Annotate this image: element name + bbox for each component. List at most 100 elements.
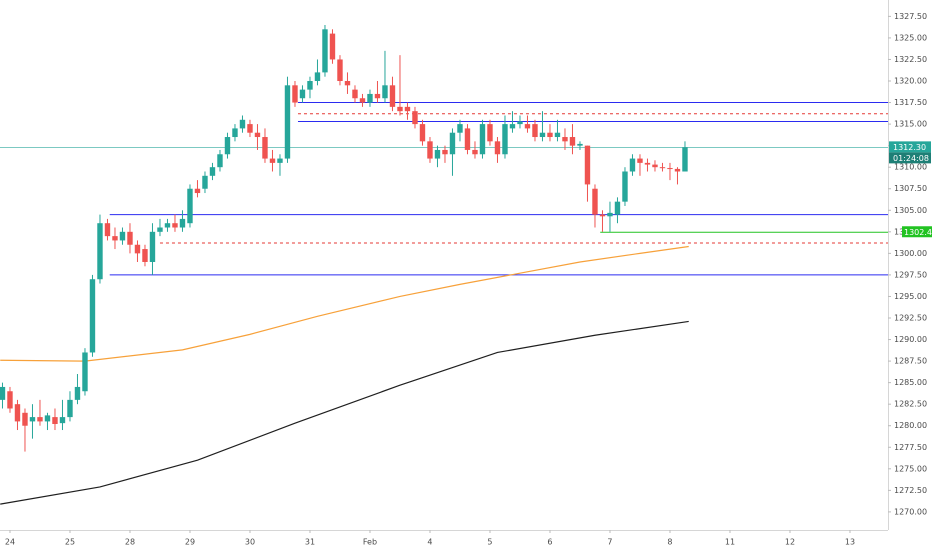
x-tick-label: 25 [65,538,75,547]
marker-label: 1302.45 [904,228,932,237]
candle-body [277,158,283,163]
candle-body [209,167,216,176]
x-tick-label: 13 [845,538,855,547]
y-tick-label: 1292.50 [894,314,927,323]
y-tick-label: 1297.50 [894,270,927,279]
y-tick-label: 1325.00 [894,33,927,42]
x-tick-label: Feb [363,538,377,547]
candle-body [652,164,658,168]
candle-body [674,168,681,172]
candle-body [299,89,306,99]
candle-body [104,223,111,237]
x-tick-label: 31 [305,538,315,547]
candle-body [202,175,208,189]
y-tick-label: 1310.00 [894,163,927,172]
x-tick-label: 11 [725,538,735,547]
x-tick-label: 12 [785,538,795,547]
candle-body [247,124,253,133]
candle-body [224,137,231,155]
candle-body [344,81,351,86]
candle-body [239,119,246,129]
y-tick-label: 1272.50 [894,486,927,495]
candle-body [67,399,73,418]
candle-body [307,81,313,90]
x-tick-label: 7 [607,538,612,547]
candle-body [322,29,328,73]
candle-body [149,231,156,262]
candle-body [592,188,598,215]
x-tick-label: 24 [5,538,15,547]
candle-body [584,145,591,185]
candle-body [337,59,343,82]
countdown-tag [889,152,931,164]
candle-body [179,218,186,228]
candle-body [397,106,403,112]
candle-body [74,386,81,400]
candle-body [487,124,493,142]
candle-body [412,111,418,125]
candle-body [517,121,523,125]
x-tick-label: 8 [667,538,672,547]
candle-body [629,158,636,172]
last-price-tag [889,141,931,153]
y-tick-label: 1287.50 [894,357,927,366]
candle-body [292,85,298,103]
candle-body [14,404,21,422]
candle-body [434,149,441,159]
y-tick-label: 1315.00 [894,120,927,129]
candle-body [644,162,651,165]
y-tick-label: 1300.00 [894,249,927,258]
y-tick-label: 1290.00 [894,335,927,344]
candle-body [329,33,336,60]
candle-body [599,214,606,217]
candle-body [217,154,223,168]
candle-body [142,249,148,262]
candle-body [269,158,276,163]
candle-body [194,188,201,194]
moving-average [0,320,689,505]
candle-body [164,223,171,228]
candle-body [254,132,261,138]
candle-body [562,137,568,142]
candle-body [232,128,238,138]
y-tick-label: 1320.00 [894,77,927,86]
candle-body [637,158,643,163]
candle-body [119,231,126,241]
candle-body [374,93,381,99]
x-tick-label: 6 [547,538,552,547]
candle-body [97,223,103,280]
candle-body [479,124,486,155]
candle-body [614,201,621,215]
candle-body [112,236,118,241]
candle-body [284,85,291,159]
candle-body [187,188,193,224]
y-tick-label: 1322.50 [894,55,927,64]
candle-body [547,132,553,138]
candle-body [22,412,28,426]
candle-body [52,417,58,424]
x-tick-label: 29 [185,538,195,547]
candle-body [502,124,508,155]
y-tick-label: 1317.50 [894,98,927,107]
candle-body [29,417,36,422]
candle-body [682,147,688,172]
candle-body [419,124,426,142]
candle-body [0,386,6,400]
candle-body [472,149,478,155]
candle-body [82,352,88,392]
candle-body [127,231,133,245]
candle-body [89,279,96,353]
candle-body [359,98,366,103]
candle-body [314,72,321,82]
candle-body [622,171,628,202]
countdown-label: 01:24:08 [893,154,929,163]
candle-body [157,227,163,232]
y-tick-label: 1327.50 [894,12,927,21]
y-tick-label: 1275.00 [894,464,927,473]
candle-body [524,124,531,129]
candle-body [449,132,456,155]
candle-body [539,132,546,138]
candle-body [659,167,666,169]
x-tick-label: 30 [245,538,255,547]
